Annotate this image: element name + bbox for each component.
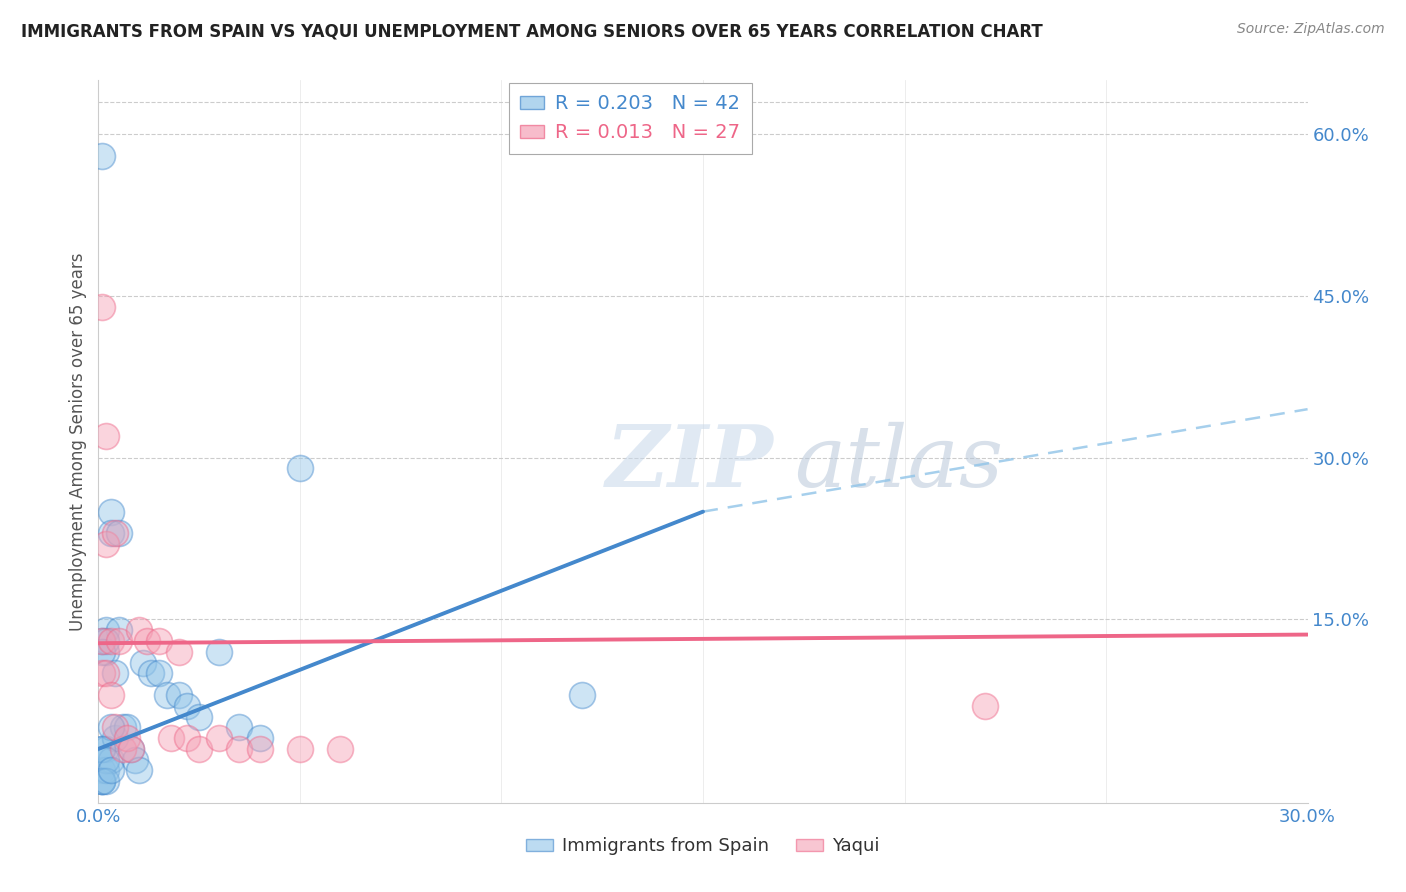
Point: [100, 720, 122, 734]
Point: [96, 774, 118, 789]
Point: [160, 731, 183, 745]
Point: [135, 634, 157, 648]
Point: [974, 698, 997, 713]
Legend: Immigrants from Spain, Yaqui: Immigrants from Spain, Yaqui: [519, 830, 887, 863]
Point: [91, 645, 114, 659]
Point: [100, 753, 122, 767]
Point: [329, 742, 352, 756]
Point: [91, 149, 114, 163]
Point: [100, 764, 122, 778]
Point: [228, 742, 250, 756]
Point: [91, 742, 114, 756]
Point: [115, 720, 138, 734]
Point: [124, 753, 146, 767]
Point: [208, 645, 231, 659]
Point: [288, 461, 311, 475]
Point: [96, 764, 118, 778]
Point: [96, 624, 118, 638]
Point: [103, 731, 125, 745]
Point: [188, 742, 211, 756]
Point: [208, 731, 231, 745]
Point: [228, 720, 250, 734]
Point: [120, 742, 142, 756]
Point: [148, 634, 170, 648]
Point: [91, 774, 114, 789]
Point: [103, 720, 125, 734]
Point: [156, 688, 179, 702]
Point: [111, 742, 134, 756]
Point: [91, 742, 114, 756]
Text: Source: ZipAtlas.com: Source: ZipAtlas.com: [1237, 22, 1385, 37]
Point: [148, 666, 170, 681]
Point: [100, 688, 122, 702]
Point: [288, 742, 311, 756]
Text: ZIP: ZIP: [606, 421, 775, 505]
Point: [103, 526, 125, 541]
Point: [128, 764, 150, 778]
Point: [96, 537, 118, 551]
Point: [91, 774, 114, 789]
Point: [249, 742, 271, 756]
Point: [132, 656, 155, 670]
Y-axis label: Unemployment Among Seniors over 65 years: Unemployment Among Seniors over 65 years: [69, 252, 87, 631]
Point: [115, 731, 138, 745]
Point: [96, 645, 118, 659]
Text: atlas: atlas: [793, 422, 1002, 505]
Point: [103, 666, 125, 681]
Point: [96, 634, 118, 648]
Point: [249, 731, 271, 745]
Point: [91, 300, 114, 314]
Point: [91, 634, 114, 648]
Point: [96, 666, 118, 681]
Point: [167, 645, 190, 659]
Point: [176, 731, 198, 745]
Point: [91, 666, 114, 681]
Point: [107, 526, 129, 541]
Point: [100, 505, 122, 519]
Point: [100, 526, 122, 541]
Point: [111, 720, 134, 734]
Point: [91, 774, 114, 789]
Point: [167, 688, 190, 702]
Point: [128, 624, 150, 638]
Point: [107, 634, 129, 648]
Text: IMMIGRANTS FROM SPAIN VS YAQUI UNEMPLOYMENT AMONG SENIORS OVER 65 YEARS CORRELAT: IMMIGRANTS FROM SPAIN VS YAQUI UNEMPLOYM…: [21, 22, 1043, 40]
Point: [96, 753, 118, 767]
Point: [96, 429, 118, 443]
Point: [120, 742, 142, 756]
Point: [91, 764, 114, 778]
Point: [176, 698, 198, 713]
Point: [107, 624, 129, 638]
Point: [188, 709, 211, 723]
Point: [571, 688, 593, 702]
Point: [91, 634, 114, 648]
Point: [96, 742, 118, 756]
Point: [139, 666, 162, 681]
Point: [100, 634, 122, 648]
